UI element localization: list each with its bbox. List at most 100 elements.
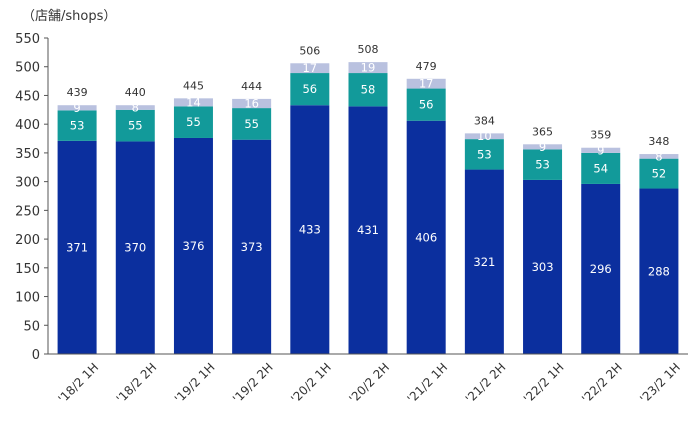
bar-segment-2 [173,98,213,107]
data-label-2: 17 [302,61,317,75]
data-label-0: 431 [357,223,379,237]
bar-segment-2 [348,62,388,74]
y-tick-label: 0 [32,348,40,363]
bar-segment-0 [464,169,504,354]
data-label-0: 433 [299,223,321,237]
data-label-1: 53 [70,119,85,133]
bar-segment-1 [115,109,155,142]
y-tick-label: 450 [15,89,40,104]
y-tick-label: 50 [23,319,40,334]
data-label-0: 321 [473,255,495,269]
bar-segment-1 [581,152,621,184]
total-label: 506 [299,44,320,57]
data-label-2: 9 [539,140,546,154]
y-tick-label: 150 [15,262,40,277]
data-label-2: 10 [477,129,492,143]
data-label-1: 53 [477,147,492,161]
data-label-0: 303 [532,260,554,274]
total-label: 439 [67,86,88,99]
bar-segment-2 [464,133,504,140]
data-label-1: 52 [652,167,667,181]
data-label-2: 17 [419,77,434,91]
bar-segment-2 [406,78,446,89]
x-tick-label: '23/2 1H [637,360,683,406]
data-label-2: 8 [132,101,139,115]
data-label-0: 296 [590,262,612,276]
x-tick-label: '18/2 2H [114,360,160,406]
data-label-1: 55 [244,117,259,131]
bar-segment-0 [115,141,155,354]
x-tick-label: '22/2 2H [579,360,625,406]
bar-segment-1 [57,110,97,141]
data-label-1: 58 [361,83,376,97]
data-label-0: 370 [124,241,146,255]
bar-segment-2 [115,105,155,110]
total-label: 359 [590,129,611,142]
y-tick-label: 100 [15,291,40,306]
x-tick-label: '21/2 2H [463,360,509,406]
y-tick-label: 400 [15,118,40,133]
bar-segment-1 [639,158,679,189]
bar-segment-0 [290,105,330,354]
bar-segment-2 [57,105,97,111]
x-tick-label: '20/2 1H [288,360,334,406]
total-label: 348 [648,135,669,148]
data-label-1: 54 [593,161,608,175]
total-label: 384 [474,114,495,127]
bar-segment-1 [173,106,213,138]
data-label-2: 16 [244,96,259,110]
data-label-0: 376 [182,239,204,253]
y-axis: 0 50 100 150 200 250 300 350 400 450 500 550 [15,32,49,363]
total-label: 445 [183,79,204,92]
bar-segment-0 [57,140,97,354]
y-tick-label: 550 [15,32,40,47]
total-label: 479 [416,60,437,73]
bar-segment-0 [639,188,679,354]
y-tick-label: 200 [15,233,40,248]
x-tick-label: '22/2 1H [521,360,567,406]
bar-segment-2 [290,63,330,74]
unit-label: （店舗/shops） [22,9,116,24]
bar-segment-0 [232,139,272,354]
x-tick-label: '18/2 1H [55,360,101,406]
y-tick-label: 250 [15,204,40,219]
x-tick-label: '19/2 2H [230,360,276,406]
y-tick-label: 350 [15,147,40,162]
data-label-1: 56 [419,98,434,112]
x-tick-label: '20/2 2H [346,360,392,406]
bar-segment-0 [173,137,213,354]
bar-segment-2 [581,147,621,153]
data-label-2: 14 [186,95,201,109]
data-label-2: 8 [655,149,662,163]
bar-segment-1 [406,88,446,121]
bar-segment-0 [581,183,621,354]
data-label-1: 55 [186,115,201,129]
total-label: 440 [125,86,146,99]
data-label-2: 9 [73,101,80,115]
total-label: 508 [358,43,379,56]
total-label: 365 [532,125,553,138]
data-label-2: 19 [361,61,376,75]
bar-segment-1 [290,73,330,106]
data-label-1: 55 [128,119,143,133]
x-tick-label: '21/2 1H [405,360,451,406]
bar-segment-0 [523,179,563,354]
data-label-1: 53 [535,158,550,172]
bar-segment-1 [464,139,504,170]
bars: 371 53 9 439 370 55 8 440 376 55 14 445 373 55 16 444 43… [57,43,679,354]
data-label-1: 56 [302,82,317,96]
bar-segment-0 [406,120,446,354]
bar-segment-2 [232,98,272,109]
data-label-0: 406 [415,230,437,244]
bar-segment-0 [348,106,388,354]
data-label-2: 9 [597,143,604,157]
data-label-0: 371 [66,240,88,254]
data-label-0: 373 [241,240,263,254]
bar-segment-1 [232,108,272,140]
bar-segment-2 [639,154,679,159]
bar-segment-1 [348,73,388,107]
x-tick-label: '19/2 1H [172,360,218,406]
total-label: 444 [241,80,262,93]
bar-segment-2 [523,144,563,150]
y-tick-label: 500 [15,61,40,76]
